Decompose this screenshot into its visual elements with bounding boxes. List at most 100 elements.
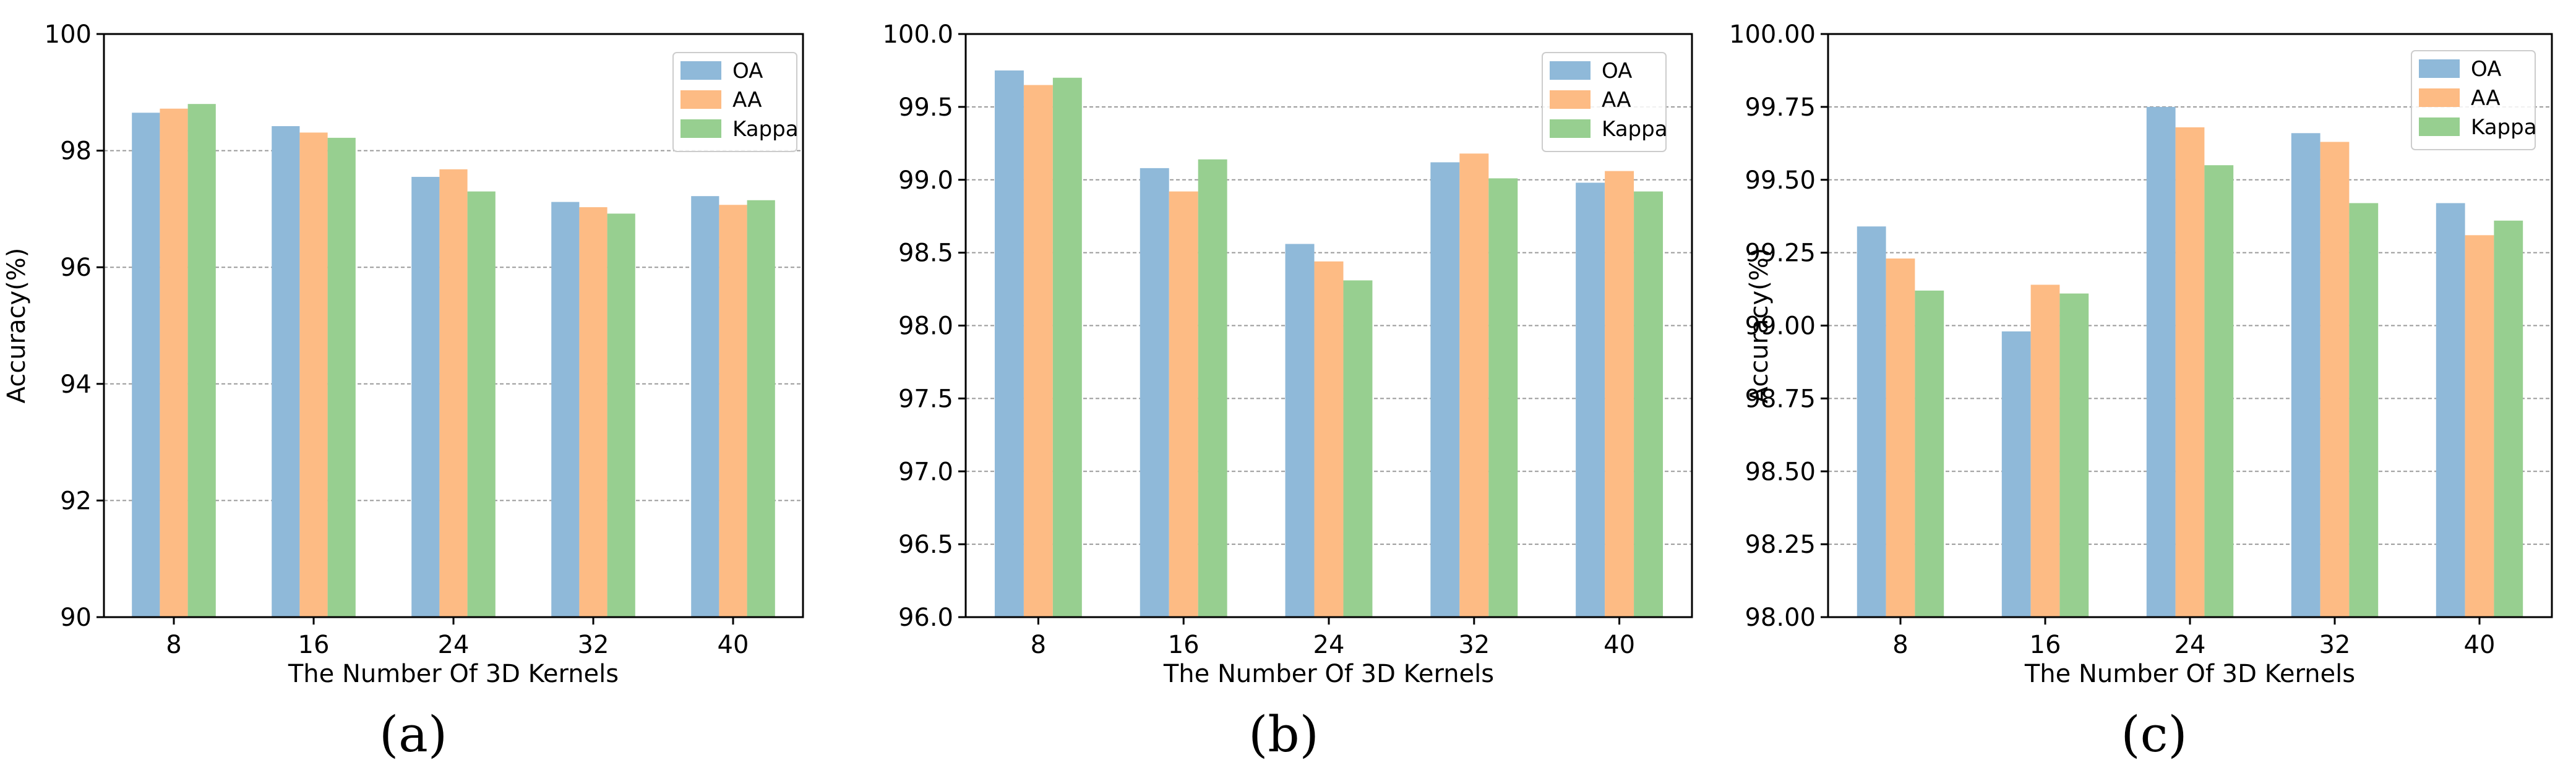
y-tick-label: 96.5 <box>898 531 953 559</box>
bar-aa-8 <box>1886 258 1915 617</box>
x-tick-label: 8 <box>1892 631 1908 659</box>
legend: OA AA Kappa <box>1542 52 1668 152</box>
bar-kappa-8 <box>187 104 216 617</box>
x-tick-label: 16 <box>298 631 330 659</box>
bar-aa-16 <box>1169 191 1198 617</box>
bar-oa-24 <box>411 177 440 617</box>
bar-aa-16 <box>2030 284 2060 617</box>
bar-oa-8 <box>132 113 160 617</box>
chart-c: 98.00 98.25 98.50 98.75 99.00 99.25 99.50 99.75… <box>1729 20 2553 688</box>
x-tick-label: 40 <box>1604 631 1635 659</box>
x-tick-label: 24 <box>438 631 470 659</box>
legend-label-oa: OA <box>732 59 763 83</box>
bar-kappa-16 <box>1198 159 1227 617</box>
bar-aa-24 <box>439 169 468 617</box>
legend-swatch-aa <box>680 90 721 109</box>
legend-swatch-kappa <box>1550 119 1591 138</box>
y-tick-label: 99.75 <box>1745 93 1816 122</box>
x-tick-label: 40 <box>2464 631 2496 659</box>
bar-kappa-24 <box>467 191 496 617</box>
legend-label-aa: AA <box>1602 88 1631 113</box>
x-tick-label: 32 <box>1458 631 1490 659</box>
y-tick-label: 98 <box>60 137 92 166</box>
bar-aa-40 <box>719 205 747 617</box>
chart-b: 96.0 96.5 97.0 97.5 98.0 98.5 99.0 99.5 100.0 8 16… <box>882 20 1693 688</box>
legend-swatch-oa <box>1550 61 1591 80</box>
bar-kappa-24 <box>2204 165 2234 617</box>
bar-aa-32 <box>1459 153 1489 617</box>
legend-swatch-kappa <box>2419 117 2460 136</box>
legend-label-oa: OA <box>1602 59 1632 83</box>
bar-oa-16 <box>1140 168 1169 617</box>
bar-kappa-24 <box>1343 280 1373 618</box>
bar-aa-40 <box>1605 171 1634 618</box>
x-axis-label: The Number Of 3D Kernels <box>288 660 619 688</box>
y-tick-label: 98.75 <box>1745 385 1816 413</box>
chart-a: 90 92 94 96 98 100 8 16 24 32 40 The Number Of 3D K… <box>2 20 804 688</box>
bar-aa-8 <box>1023 85 1053 617</box>
legend-label-aa: AA <box>2471 86 2500 111</box>
bar-oa-40 <box>1576 182 1605 618</box>
legend-label-kappa: Kappa <box>732 117 799 142</box>
bar-kappa-40 <box>1634 191 1664 617</box>
y-tick-label: 97.5 <box>898 385 953 413</box>
bar-oa-32 <box>551 202 580 618</box>
y-tick-label: 99.25 <box>1745 239 1816 268</box>
bar-kappa-32 <box>607 213 635 618</box>
x-tick-label: 32 <box>578 631 609 659</box>
y-tick-label: 97.0 <box>898 458 953 486</box>
x-tick-label: 8 <box>166 631 181 659</box>
y-tick-label: 99.5 <box>898 93 953 122</box>
bar-aa-24 <box>2175 127 2205 617</box>
bar-aa-32 <box>2320 142 2350 617</box>
y-tick-label: 98.00 <box>1745 604 1816 632</box>
x-axis-label: The Number Of 3D Kernels <box>1163 660 1494 688</box>
bar-oa-24 <box>1285 244 1315 618</box>
legend-label-oa: OA <box>2471 57 2501 82</box>
bar-kappa-16 <box>327 137 356 617</box>
bar-aa-8 <box>160 108 188 618</box>
y-axis-label: Accuracy(%) <box>2 248 31 404</box>
bar-aa-32 <box>579 207 608 617</box>
bar-oa-24 <box>2146 106 2176 617</box>
y-tick-label: 99.0 <box>898 166 953 195</box>
y-tick-label: 94 <box>60 370 92 399</box>
x-tick-label: 40 <box>718 631 749 659</box>
x-axis-label: The Number Of 3D Kernels <box>2024 660 2355 688</box>
y-axis-label: Accuracy(%) <box>1745 248 1774 404</box>
legend-swatch-oa <box>2419 59 2460 78</box>
bar-kappa-32 <box>1488 178 1518 618</box>
y-tick-label: 99.50 <box>1745 166 1816 195</box>
bar-oa-40 <box>691 196 719 617</box>
bar-oa-8 <box>1857 226 1886 617</box>
legend-swatch-aa <box>2419 88 2460 107</box>
x-tick-label: 32 <box>2319 631 2351 659</box>
bar-oa-32 <box>2291 133 2321 617</box>
bar-aa-40 <box>2465 235 2494 618</box>
bar-aa-24 <box>1314 261 1344 617</box>
bar-kappa-40 <box>2494 220 2523 617</box>
bar-aa-16 <box>299 132 328 617</box>
bar-oa-8 <box>994 70 1024 617</box>
bar-oa-40 <box>2436 203 2465 618</box>
y-tick-label: 100.00 <box>1729 20 1816 49</box>
y-tick-label: 96.0 <box>898 604 953 632</box>
bar-kappa-16 <box>2059 293 2089 617</box>
y-tick-label: 90 <box>60 604 92 632</box>
x-tick-label: 8 <box>1031 631 1046 659</box>
y-tick-label: 98.0 <box>898 312 953 341</box>
legend-label-aa: AA <box>732 88 762 113</box>
legend-swatch-oa <box>680 61 721 80</box>
caption-a: (a) <box>379 706 447 763</box>
x-tick-label: 16 <box>2030 631 2061 659</box>
bar-oa-32 <box>1430 162 1460 618</box>
y-tick-label: 98.50 <box>1745 458 1816 486</box>
legend-swatch-aa <box>1550 90 1591 109</box>
legend: OA AA Kappa <box>2411 50 2537 150</box>
x-tick-label: 24 <box>2175 631 2206 659</box>
y-tick-label: 96 <box>60 254 92 282</box>
bar-kappa-8 <box>1915 290 1944 617</box>
legend-swatch-kappa <box>680 119 721 138</box>
caption-c: (c) <box>2121 706 2187 763</box>
